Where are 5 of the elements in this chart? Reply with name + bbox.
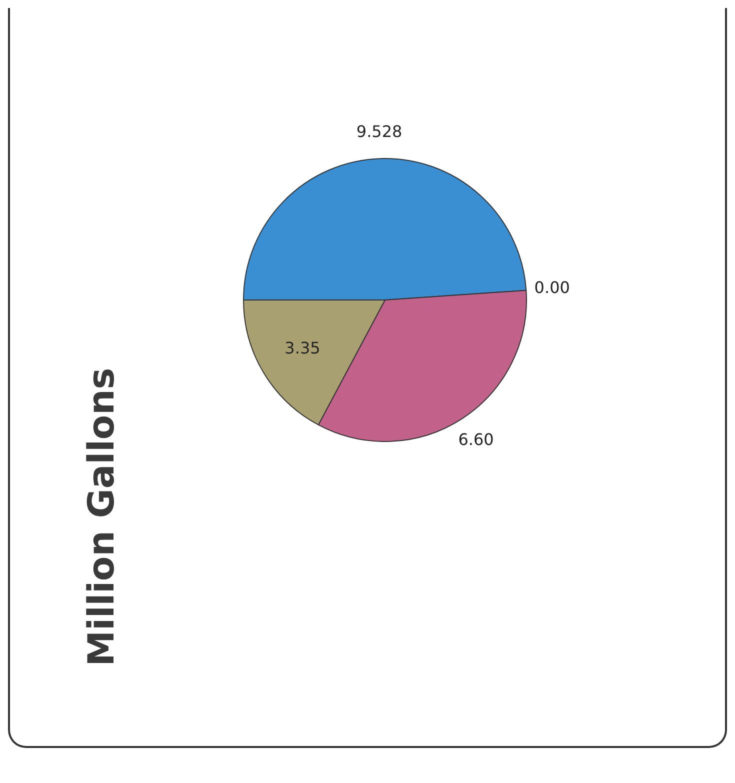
text: Million Gallons	[82, 368, 122, 666]
data-label: 9.528	[356, 122, 402, 141]
data-label: 6.60	[458, 430, 494, 449]
text: 0.00	[534, 278, 570, 297]
data-label: 3.35	[284, 338, 320, 358]
